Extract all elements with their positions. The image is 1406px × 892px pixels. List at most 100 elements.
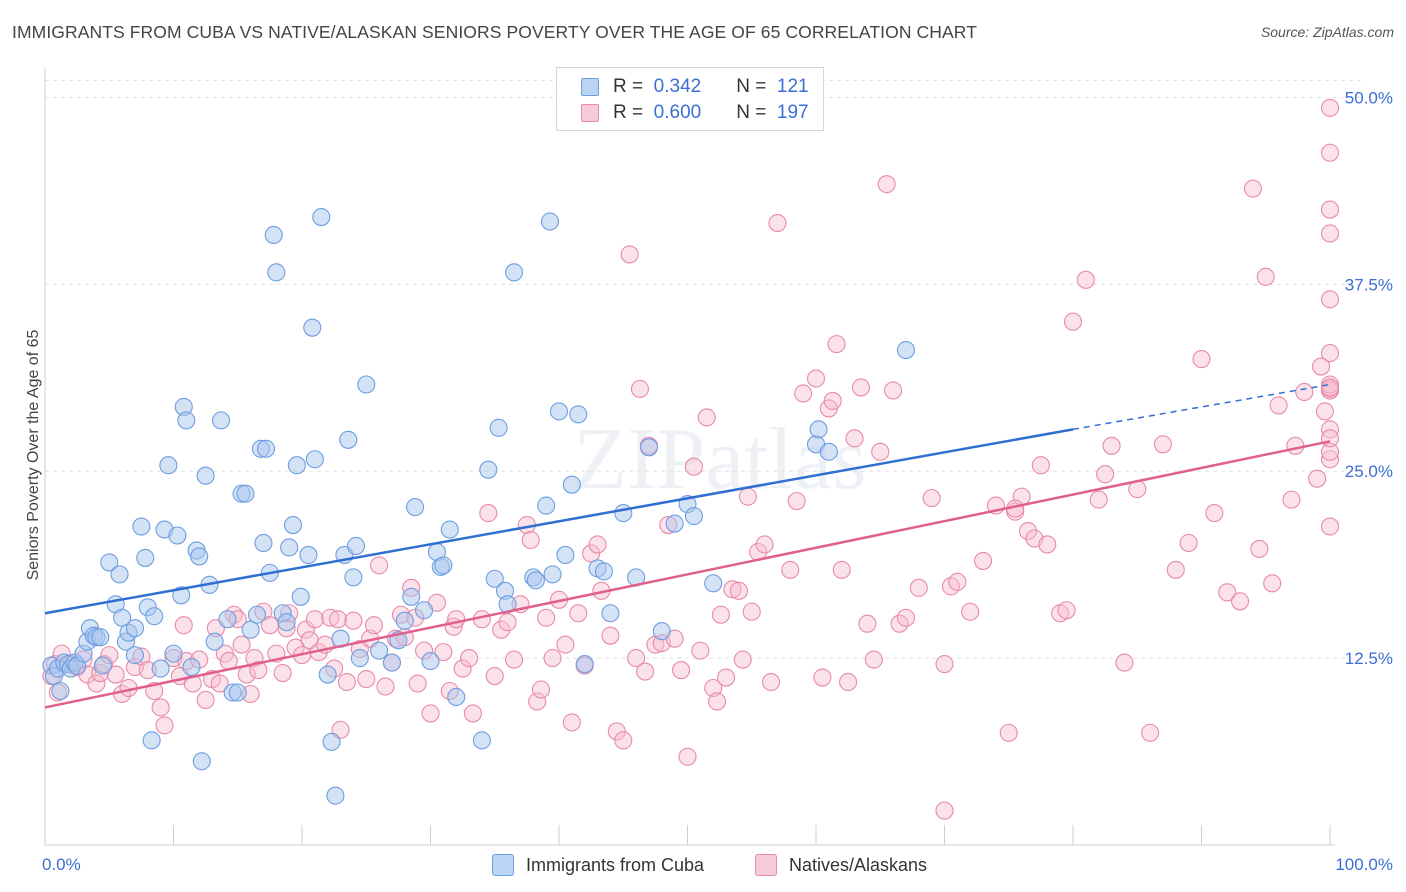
data-point-cuba <box>182 658 201 677</box>
data-point-natives <box>832 560 851 579</box>
data-point-natives <box>1315 402 1334 421</box>
data-point-cuba <box>264 225 283 245</box>
data-point-natives <box>627 649 646 668</box>
chart-title: IMMIGRANTS FROM CUBA VS NATIVE/ALASKAN S… <box>12 22 977 42</box>
data-point-natives <box>582 544 601 563</box>
data-point-natives <box>1153 435 1172 454</box>
data-point-natives <box>1320 517 1340 536</box>
data-point-natives <box>845 429 864 448</box>
data-point-cuba <box>312 207 331 227</box>
data-point-natives <box>1286 436 1305 455</box>
data-point-cuba <box>100 553 119 572</box>
data-point-natives <box>858 614 877 633</box>
y-tick-label: 12.5% <box>1345 649 1393 668</box>
data-point-natives <box>1311 357 1331 376</box>
data-point-cuba <box>440 520 459 539</box>
data-point-natives <box>1320 429 1340 448</box>
data-point-natives <box>528 692 547 711</box>
correlation-legend: R = 0.342 N = 121 R = 0.600 N = 197 <box>556 67 824 131</box>
n-value: 197 <box>776 102 809 123</box>
data-point-natives <box>1320 143 1340 162</box>
data-point-cuba <box>556 545 575 564</box>
data-point-natives <box>485 666 504 686</box>
data-point-cuba <box>526 571 545 590</box>
data-point-natives <box>357 669 376 689</box>
data-point-natives <box>364 616 384 635</box>
data-point-natives <box>1269 396 1288 415</box>
data-point-natives <box>569 604 588 623</box>
data-point-natives <box>321 608 340 627</box>
data-point-natives <box>492 620 511 639</box>
data-point-natives <box>504 650 524 669</box>
data-point-natives <box>711 605 730 624</box>
data-point-natives <box>498 613 517 632</box>
data-point-cuba <box>472 731 491 750</box>
data-point-cuba <box>93 656 112 675</box>
data-point-natives <box>1282 490 1301 509</box>
data-point-cuba <box>228 683 247 702</box>
data-point-natives <box>1179 533 1198 553</box>
data-point-cuba <box>151 659 170 678</box>
data-point-natives <box>273 664 292 683</box>
data-point-natives <box>716 668 736 687</box>
data-point-natives <box>1057 601 1076 620</box>
data-point-cuba <box>168 526 187 545</box>
data-point-natives <box>1320 450 1340 469</box>
data-point-natives <box>935 801 954 820</box>
data-point-cuba <box>339 430 358 449</box>
data-point-natives <box>87 674 106 693</box>
data-point-cuba <box>479 460 498 479</box>
data-point-natives <box>1031 456 1050 475</box>
data-point-natives <box>729 581 748 600</box>
data-point-natives <box>896 608 916 627</box>
data-point-natives <box>1320 442 1340 461</box>
data-point-natives <box>249 661 268 680</box>
data-point-cuba <box>125 646 144 665</box>
data-point-cuba <box>406 498 425 517</box>
data-point-natives <box>196 690 215 710</box>
axes <box>44 68 1335 846</box>
data-point-natives <box>1166 560 1185 579</box>
data-point-natives <box>421 704 440 723</box>
legend-row-cuba: R = 0.342 N = 121 <box>581 76 809 98</box>
data-point-cuba <box>142 731 161 750</box>
data-point-cuba <box>704 574 723 593</box>
data-point-natives <box>434 643 453 662</box>
data-point-cuba <box>125 619 144 638</box>
data-point-cuba <box>236 484 255 503</box>
data-point-cuba <box>164 644 183 663</box>
data-point-cuba <box>896 341 916 360</box>
legend-swatch-cuba <box>581 78 599 96</box>
data-point-natives <box>1102 436 1121 455</box>
data-point-natives <box>1218 583 1237 602</box>
data-point-natives <box>1320 98 1340 117</box>
data-point-cuba <box>132 517 151 536</box>
data-point-natives <box>1205 504 1224 523</box>
data-point-natives <box>781 560 800 579</box>
r-label: R = <box>613 76 644 97</box>
data-point-natives <box>556 635 575 654</box>
data-point-natives <box>537 608 556 627</box>
data-point-natives <box>1192 350 1211 369</box>
data-point-cuba <box>819 442 838 461</box>
data-point-cuba <box>113 608 132 627</box>
data-point-cuba <box>267 263 286 282</box>
data-point-cuba <box>809 420 828 439</box>
data-point-natives <box>620 245 639 264</box>
data-point-cuba <box>665 514 684 533</box>
series-cuba-points <box>42 207 916 805</box>
data-point-natives <box>337 672 357 692</box>
data-point-natives <box>328 610 348 629</box>
data-point-natives <box>174 616 193 635</box>
data-point-natives <box>636 662 655 681</box>
data-point-cuba <box>205 632 224 651</box>
data-point-natives <box>733 650 752 669</box>
data-point-natives <box>684 457 703 476</box>
data-point-natives <box>479 504 498 523</box>
data-point-cuba <box>192 752 211 771</box>
data-point-cuba <box>190 547 209 566</box>
data-point-natives <box>1256 267 1275 286</box>
trend-line-cuba-extension <box>1072 383 1331 431</box>
data-point-natives <box>839 672 858 692</box>
